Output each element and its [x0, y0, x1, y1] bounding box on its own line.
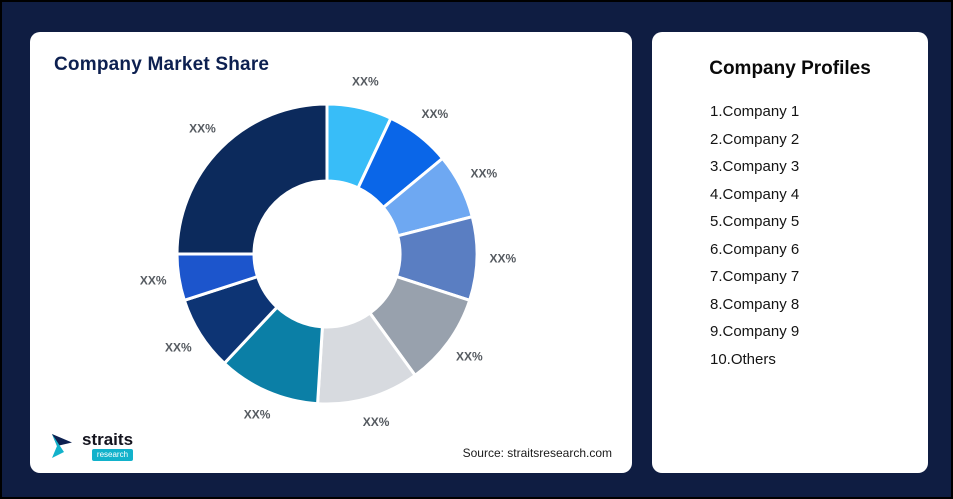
profile-list-item: 10.Others	[710, 350, 776, 368]
donut-segment-10	[175, 102, 329, 256]
donut-segment-label-8: XX%	[165, 340, 192, 354]
donut-segment-label-9: XX%	[140, 274, 167, 288]
profile-list-item: 2.Company 2	[710, 130, 800, 148]
profile-list-item: 5.Company 5	[710, 213, 800, 230]
profile-list-item: 4.Company 4	[710, 185, 800, 203]
logo-brand-name: straits	[82, 430, 134, 449]
donut-chart: XX% XX% XX% XX% XX% XX% XX% XX% XX% XX%	[30, 32, 632, 473]
donut-segment-label-3: XX%	[470, 166, 497, 180]
donut-segment-label-4: XX%	[490, 252, 517, 266]
profile-list-item: 6.Company 6	[710, 240, 800, 258]
company-profiles-title: Company Profiles	[709, 58, 871, 79]
donut-segment-label-5: XX%	[456, 350, 483, 364]
logo-brand-subname: research	[91, 449, 134, 461]
donut-segment-label-1: XX%	[352, 74, 379, 88]
market-share-title: Company Market Share	[54, 54, 270, 75]
donut-segment-label-6: XX%	[363, 415, 390, 429]
straits-logo-text: straits research	[82, 430, 134, 461]
donut-segment-label-2: XX%	[422, 107, 449, 121]
profile-list-item: 9.Company 9	[710, 323, 800, 340]
profile-list-item: 7.Company 7	[710, 268, 800, 285]
market-share-card: Company Market Share XX% XX% XX% XX% XX% XX% X…	[30, 32, 632, 473]
profile-list-item: 3.Company 3	[710, 158, 800, 175]
donut-chart-svg: XX% XX% XX% XX% XX% XX% XX% XX% XX% XX%	[140, 74, 517, 429]
straits-research-logo: straits research	[50, 430, 134, 461]
profile-list-item: 1.Company 1	[710, 103, 800, 120]
donut-segment-label-7: XX%	[244, 408, 271, 422]
straits-logo-icon	[52, 434, 72, 458]
donut-segment-label-10: XX%	[189, 122, 216, 136]
company-profiles-card: Company Profiles 1.Company 1 2.Company 2 3…	[652, 32, 928, 473]
company-profiles-list: 1.Company 1 2.Company 2 3.Company 3 4.Compa…	[652, 98, 928, 373]
source-note: Source: straitsresearch.com	[462, 446, 612, 460]
profile-list-item: 8.Company 8	[710, 295, 800, 313]
